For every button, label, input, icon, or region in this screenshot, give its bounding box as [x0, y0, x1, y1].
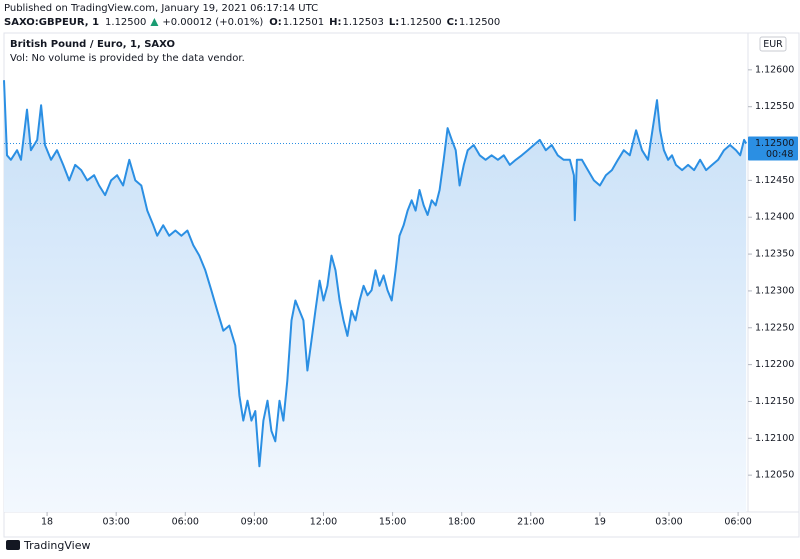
countdown-label: 00:48 — [766, 149, 793, 160]
price-area — [4, 80, 747, 512]
x-tick-label: 03:00 — [102, 517, 129, 528]
y-tick-label: 1.12350 — [755, 249, 794, 260]
y-tick-label: 1.12250 — [755, 322, 794, 333]
x-tick-label: 09:00 — [241, 517, 268, 528]
logo-icon — [6, 540, 20, 550]
legend-text: L: — [389, 17, 399, 28]
y-tick-label: 1.12200 — [755, 359, 794, 370]
legend-text: 1.12503 — [342, 17, 383, 28]
y-tick-label: 1.12400 — [755, 212, 794, 223]
legend-text: 1.12501 — [283, 17, 324, 28]
price-line — [3, 80, 748, 468]
y-tick-label: 1.12600 — [755, 64, 794, 75]
x-tick-label: 06:00 — [172, 517, 199, 528]
x-tick-label: 18 — [41, 517, 53, 528]
y-tick-label: 1.12150 — [755, 396, 794, 407]
currency-box[interactable] — [759, 36, 787, 52]
legend-text: H: — [329, 17, 341, 28]
x-tick-label: 03:00 — [655, 517, 682, 528]
x-tick-label: 15:00 — [379, 517, 406, 528]
x-tick-label: 19 — [594, 517, 606, 528]
x-tick-label: 18:00 — [448, 517, 475, 528]
legend-text: 1.12500 — [400, 17, 441, 28]
y-tick-label: 1.12300 — [755, 285, 794, 296]
y-tick-label: 1.12100 — [755, 433, 794, 444]
legend-text: 1.12500 — [105, 17, 146, 28]
legend-text: C: — [447, 17, 458, 28]
x-tick-label: 21:00 — [517, 517, 544, 528]
symbol-legend: SAXO:GBPEUR, 1 1.12500 +0.00012 (+0.01%) O:… — [4, 17, 500, 28]
published-note: Published on TradingView.com, January 19… — [4, 3, 318, 14]
x-tick-label: 12:00 — [310, 517, 337, 528]
logo-text: TradingView — [23, 539, 90, 552]
y-tick-label: 1.12050 — [755, 470, 794, 481]
legend-text: O: — [269, 17, 282, 28]
legend-text: +0.00012 (+0.01%) — [162, 17, 263, 28]
last-price-badge — [748, 136, 798, 161]
y-tick-label: 1.12550 — [755, 101, 794, 112]
x-tick-label: 06:00 — [724, 517, 751, 528]
legend-text: 1.12500 — [459, 17, 500, 28]
chart-title: British Pound / Euro, 1, SAXO — [10, 39, 175, 50]
up-arrow — [150, 18, 159, 26]
currency-label: EUR — [763, 39, 783, 50]
volume-note: Vol: No volume is provided by the data v… — [10, 53, 245, 64]
tradingview-logo: TradingView — [6, 539, 90, 552]
legend-text: SAXO:GBPEUR, 1 — [4, 17, 99, 28]
last-price-label: 1.12500 — [755, 138, 794, 149]
y-tick-label: 1.12450 — [755, 175, 794, 186]
